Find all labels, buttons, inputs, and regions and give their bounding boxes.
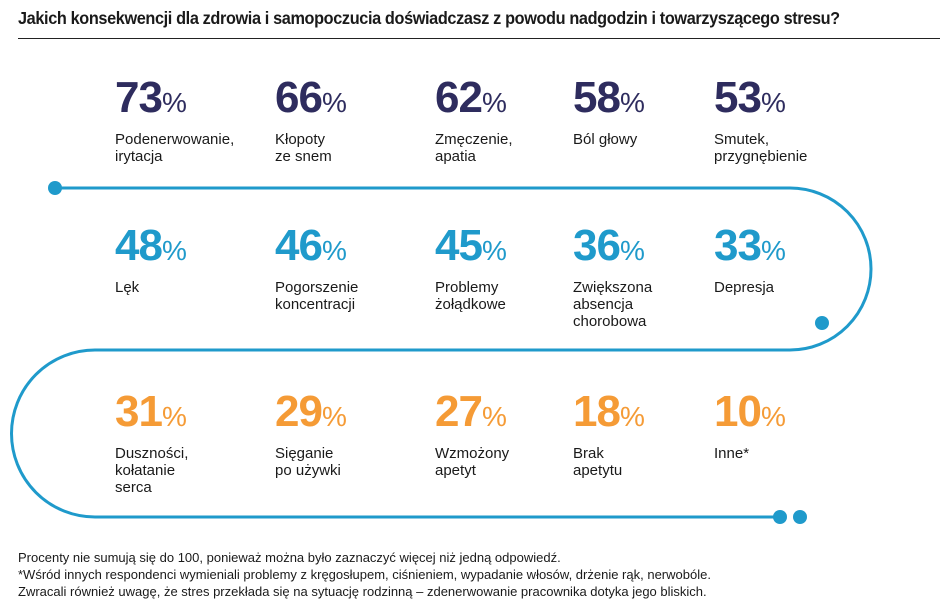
stat-number: 10 xyxy=(714,387,762,436)
stat-value: 73% xyxy=(115,76,265,125)
percent-sign: % xyxy=(760,401,786,432)
footnote: Procenty nie sumują się do 100, ponieważ… xyxy=(18,550,561,565)
stat-value: 58% xyxy=(573,76,723,125)
percent-sign: % xyxy=(481,401,507,432)
percent-sign: % xyxy=(481,235,507,266)
stat-label: Duszności, kołatanie serca xyxy=(115,445,189,496)
timeline-dot xyxy=(815,316,829,330)
stat-value: 45% xyxy=(435,224,585,273)
percent-sign: % xyxy=(760,235,786,266)
percent-sign: % xyxy=(481,87,507,118)
stat-value: 62% xyxy=(435,76,585,125)
percent-sign: % xyxy=(321,401,347,432)
stat-value: 53% xyxy=(714,76,864,125)
stat-label: Smutek, przygnębienie xyxy=(714,131,808,165)
stat-item: 29% Sięganie po używki xyxy=(275,390,425,480)
timeline-end-dot xyxy=(793,510,807,524)
stat-number: 29 xyxy=(275,387,323,436)
stat-label: Problemy żołądkowe xyxy=(435,279,506,313)
title-divider xyxy=(18,38,940,39)
percent-sign: % xyxy=(760,87,786,118)
stat-value: 27% xyxy=(435,390,585,439)
stat-label: Wzmożony apetyt xyxy=(435,445,510,479)
stat-label: Zwiększona absencja chorobowa xyxy=(573,279,653,330)
stat-item: 53% Smutek, przygnębienie xyxy=(714,76,864,166)
stat-number: 33 xyxy=(714,221,762,270)
stat-number: 31 xyxy=(115,387,163,436)
stat-item: 18% Brak apetytu xyxy=(573,390,723,480)
stat-item: 45% Problemy żołądkowe xyxy=(435,224,585,314)
stat-label: Inne* xyxy=(714,445,750,462)
stat-label: Lęk xyxy=(115,279,140,296)
stat-number: 62 xyxy=(435,73,483,122)
stat-label: Depresja xyxy=(714,279,775,296)
stat-item: 58% Ból głowy xyxy=(573,76,723,149)
percent-sign: % xyxy=(161,87,187,118)
stat-item: 27% Wzmożony apetyt xyxy=(435,390,585,480)
stat-label: Pogorszenie koncentracji xyxy=(275,279,359,313)
stat-number: 36 xyxy=(573,221,621,270)
stat-number: 66 xyxy=(275,73,323,122)
percent-sign: % xyxy=(161,235,187,266)
stat-item: 46% Pogorszenie koncentracji xyxy=(275,224,425,314)
percent-sign: % xyxy=(619,401,645,432)
stat-label: Brak apetytu xyxy=(573,445,623,479)
stat-item: 33% Depresja xyxy=(714,224,864,297)
percent-sign: % xyxy=(321,87,347,118)
stat-number: 48 xyxy=(115,221,163,270)
stat-value: 33% xyxy=(714,224,864,273)
stat-number: 45 xyxy=(435,221,483,270)
stat-item: 73% Podenerwowanie, irytacja xyxy=(115,76,265,166)
page-title: Jakich konsekwencji dla zdrowia i samopo… xyxy=(18,8,840,28)
footnote: *Wśród innych respondenci wymieniali pro… xyxy=(18,567,711,582)
stat-item: 10% Inne* xyxy=(714,390,864,463)
timeline-line xyxy=(10,186,873,519)
stat-item: 31% Duszności, kołatanie serca xyxy=(115,390,265,497)
stat-label: Ból głowy xyxy=(573,131,638,148)
stat-value: 29% xyxy=(275,390,425,439)
stat-item: 36% Zwiększona absencja chorobowa xyxy=(573,224,723,331)
percent-sign: % xyxy=(619,235,645,266)
stat-item: 62% Zmęczenie, apatia xyxy=(435,76,585,166)
stat-number: 18 xyxy=(573,387,621,436)
stat-value: 31% xyxy=(115,390,265,439)
footnote: Zwracali również uwagę, że stres przekła… xyxy=(18,584,707,599)
stat-value: 10% xyxy=(714,390,864,439)
stat-value: 66% xyxy=(275,76,425,125)
percent-sign: % xyxy=(619,87,645,118)
stat-item: 66% Kłopoty ze snem xyxy=(275,76,425,166)
stat-label: Podenerwowanie, irytacja xyxy=(115,131,235,165)
stat-number: 73 xyxy=(115,73,163,122)
percent-sign: % xyxy=(321,235,347,266)
stat-item: 48% Lęk xyxy=(115,224,265,297)
stat-label: Kłopoty ze snem xyxy=(275,131,332,165)
percent-sign: % xyxy=(161,401,187,432)
timeline-end-dot xyxy=(773,510,787,524)
stat-number: 46 xyxy=(275,221,323,270)
stat-value: 48% xyxy=(115,224,265,273)
stat-label: Zmęczenie, apatia xyxy=(435,131,513,165)
stat-value: 36% xyxy=(573,224,723,273)
stat-number: 53 xyxy=(714,73,762,122)
stat-value: 46% xyxy=(275,224,425,273)
timeline-start-dot xyxy=(48,181,62,195)
stat-value: 18% xyxy=(573,390,723,439)
stat-number: 27 xyxy=(435,387,483,436)
stat-label: Sięganie po używki xyxy=(275,445,341,479)
footnotes: Procenty nie sumują się do 100, ponieważ… xyxy=(18,549,711,600)
stat-number: 58 xyxy=(573,73,621,122)
